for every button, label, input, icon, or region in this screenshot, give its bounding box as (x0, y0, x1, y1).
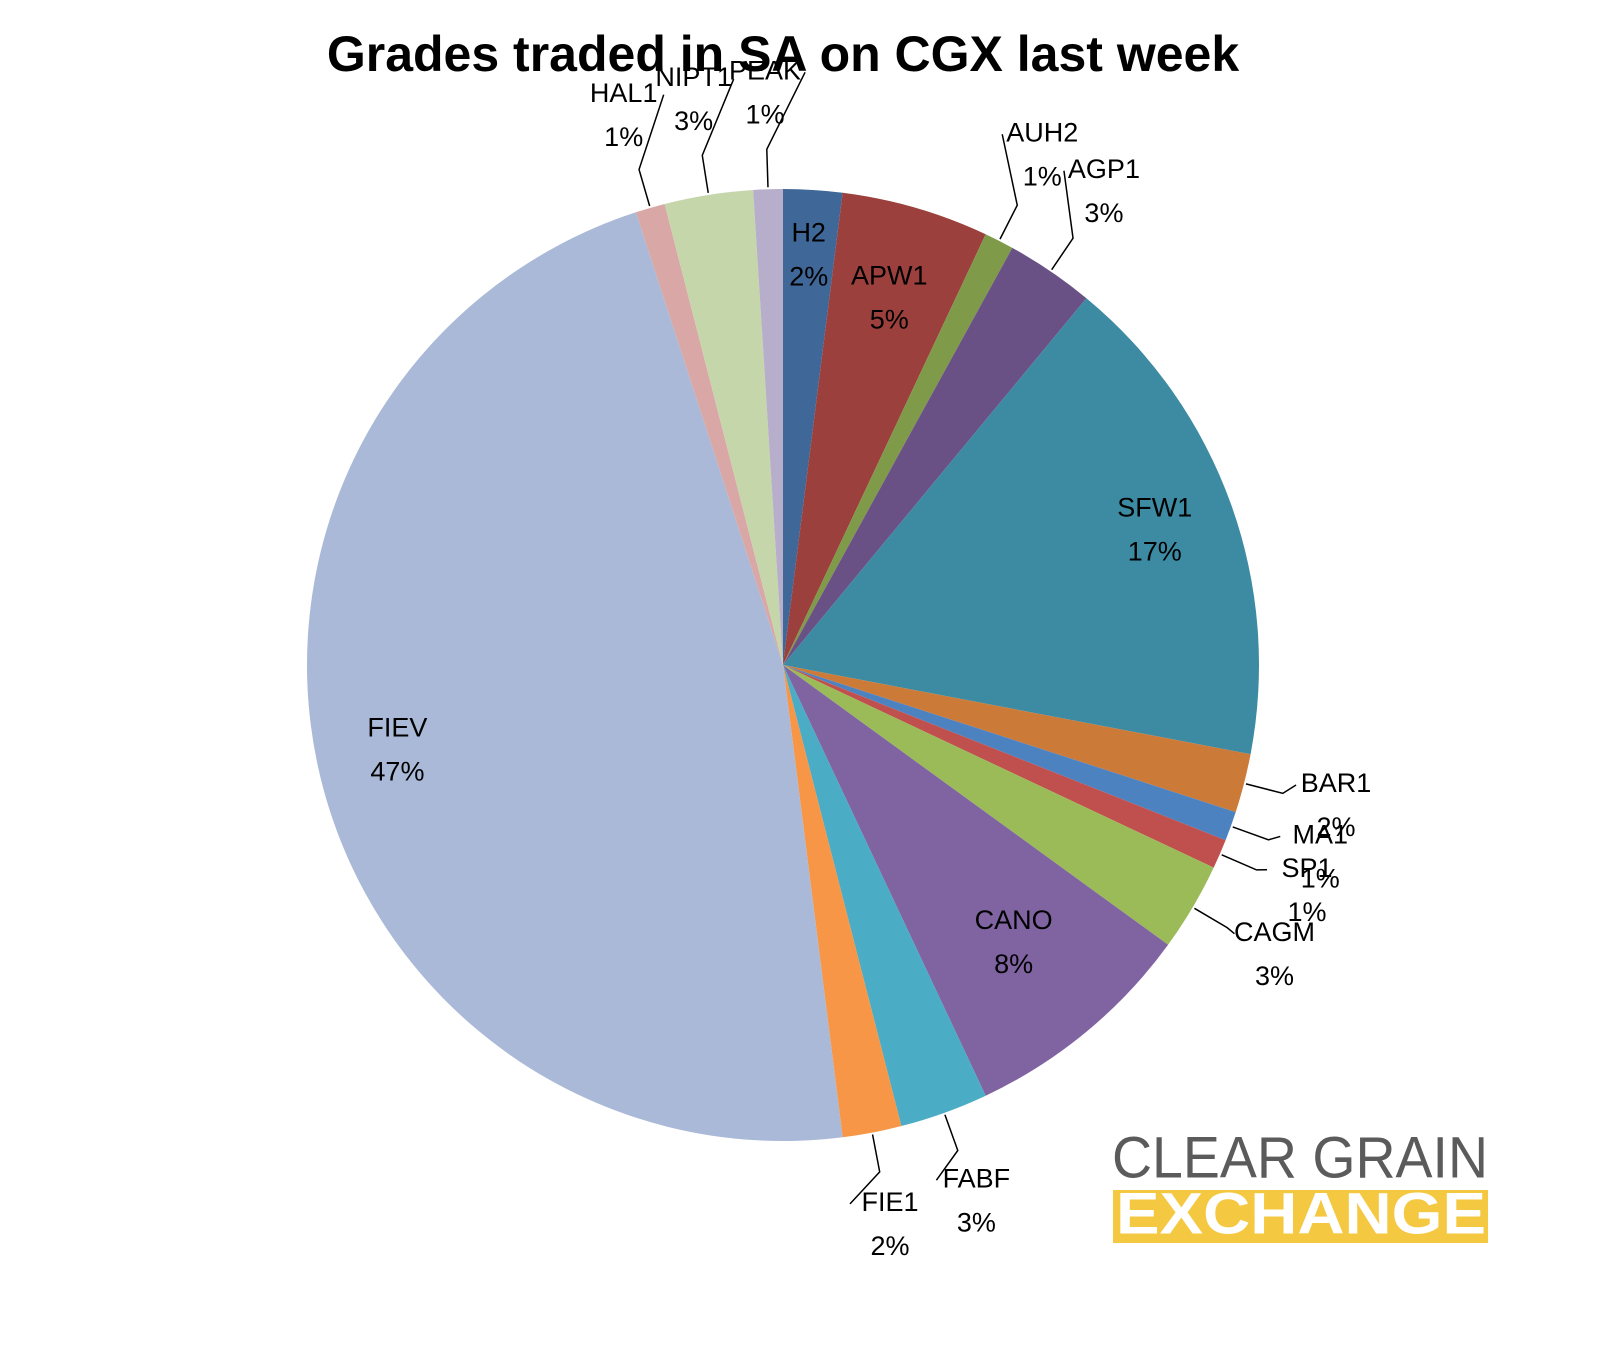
value-label: 2% (1317, 812, 1356, 842)
pie-slice (783, 665, 1236, 841)
pie-slice (783, 298, 1259, 755)
leader-line (935, 1114, 959, 1181)
leader-line (1194, 907, 1235, 935)
slice-label: HAL1 (590, 78, 658, 108)
pie-slice (783, 665, 986, 1127)
slice-label: SP1 (1282, 853, 1333, 883)
leader-line (1245, 783, 1297, 795)
leader-line (1221, 854, 1268, 871)
leader-line (766, 71, 806, 188)
leader-line (638, 94, 665, 207)
pie-slice (783, 665, 1214, 945)
chart-title: Grades traded in SA on CGX last week (327, 26, 1239, 82)
pie-slice (635, 203, 783, 666)
pie-slice (783, 189, 843, 665)
pie-slice (307, 212, 843, 1141)
slice-label: CANO (975, 905, 1053, 935)
leader-line (999, 134, 1019, 240)
pie-slice (664, 189, 783, 665)
value-label: 1% (1288, 897, 1327, 927)
value-label: 3% (1084, 198, 1123, 228)
value-label: 3% (1255, 961, 1294, 991)
slice-label: PEAK (729, 55, 801, 85)
slice-label: AGP1 (1068, 154, 1140, 184)
pie-slice (783, 665, 1226, 868)
value-label: 2% (789, 262, 828, 292)
slice-label: FIE1 (861, 1187, 918, 1217)
slice-label: APW1 (851, 260, 928, 290)
slice-label: BAR1 (1301, 768, 1372, 798)
value-label: 17% (1128, 536, 1182, 566)
slice-label: H2 (791, 218, 826, 248)
logo-line2: EXCHANGE (1116, 1181, 1486, 1246)
value-label: 5% (870, 304, 909, 334)
value-label: 1% (604, 122, 643, 152)
value-label: 3% (674, 106, 713, 136)
value-label: 8% (994, 949, 1033, 979)
value-label: 1% (746, 99, 785, 129)
value-label: 3% (957, 1207, 996, 1237)
slice-label: MA1 (1292, 820, 1348, 850)
value-label: 1% (1023, 161, 1062, 191)
slice-label: SFW1 (1117, 492, 1192, 522)
pie-slice (783, 192, 986, 665)
pie-slice (753, 189, 783, 665)
pie-slice (783, 665, 1169, 1096)
pie-slice (783, 247, 1087, 665)
pie-slice (783, 665, 902, 1138)
logo: CLEAR GRAIN EXCHANGE (1112, 1125, 1488, 1246)
pie-slice (783, 665, 1251, 813)
logo-band (1113, 1190, 1488, 1243)
slice-label: CAGM (1234, 917, 1315, 947)
logo-line1: CLEAR GRAIN (1112, 1125, 1488, 1190)
value-label: 1% (1301, 864, 1340, 894)
value-label: 2% (870, 1231, 909, 1261)
pie-slice (783, 234, 1013, 666)
slice-label: AUH2 (1006, 117, 1078, 147)
slice-label: NIPT1 (655, 62, 732, 92)
leader-line (1232, 826, 1281, 841)
slice-label: FABF (943, 1163, 1011, 1193)
leader-line (849, 1134, 881, 1205)
leader-line (1051, 170, 1074, 271)
value-label: 47% (370, 756, 424, 786)
leader-line (701, 78, 735, 194)
slice-label: FIEV (367, 712, 427, 742)
